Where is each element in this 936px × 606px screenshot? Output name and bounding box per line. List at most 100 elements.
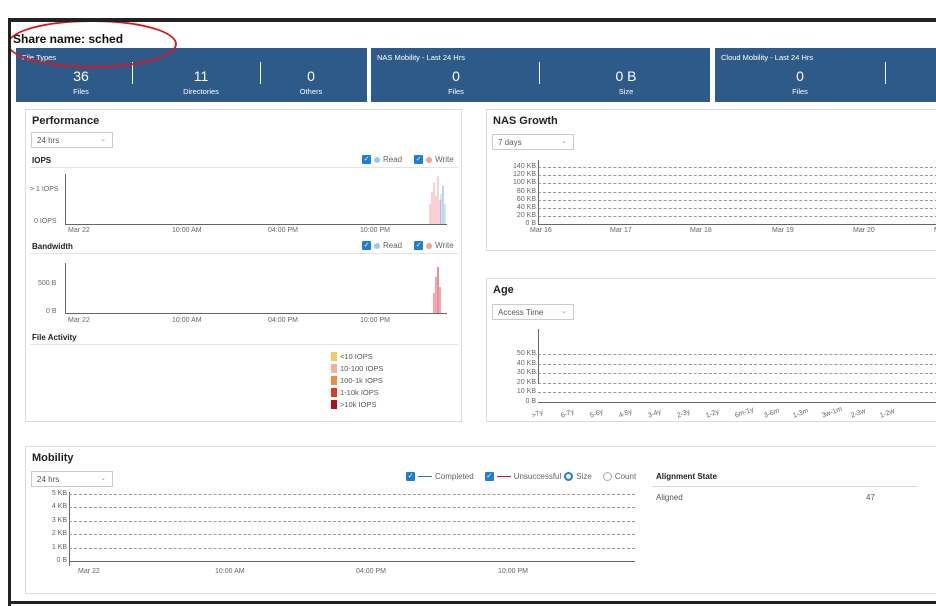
write-checkbox[interactable]: ✓ [414, 241, 424, 250]
mobility-range-dropdown[interactable]: 24 hrs ⌄ [31, 471, 113, 487]
write-label: Write [435, 241, 454, 250]
read-checkbox[interactable]: ✓ [362, 241, 371, 250]
file-activity-title: File Activity [32, 333, 77, 342]
performance-range-value: 24 hrs [37, 136, 60, 145]
mobility-title: Mobility [32, 452, 74, 464]
legend-swatch [331, 387, 337, 397]
y-axis-label: 3 KB [51, 516, 67, 524]
iops-y-label-top: > 1 IOPS [30, 186, 59, 193]
y-axis-label: 50 KB [516, 350, 536, 357]
cloud-mobility-files: 0 Files [755, 68, 845, 96]
performance-range-dropdown[interactable]: 24 hrs ⌄ [31, 132, 113, 148]
y-axis-label: 20 KB [516, 212, 536, 220]
y-axis-label: 80 KB [516, 187, 536, 195]
bandwidth-y-axis [65, 263, 66, 314]
cloud-files-count: 0 [796, 68, 804, 84]
iops-title: IOPS [32, 156, 52, 165]
nas-files-count: 0 [452, 68, 460, 84]
write-label: Write [435, 155, 454, 164]
gridline [538, 216, 936, 218]
y-axis-label: 40 KB [516, 204, 536, 211]
gridline [69, 507, 635, 509]
age-card: Age Access Time ⌄ 50 KB 40 KB 30 KB 20 KB 10… [486, 278, 936, 422]
iops-x-label-4: 10:00 PM [360, 227, 390, 234]
chevron-down-icon: ⌄ [561, 308, 567, 315]
age-x-label: 5-6y [589, 408, 605, 420]
growth-x-label: Mar 19 [772, 227, 794, 234]
unsuccessful-checkbox[interactable]: ✓ [484, 472, 494, 481]
gridline [538, 208, 936, 209]
chevron-down-icon: ⌄ [100, 136, 106, 143]
size-label: Size [576, 472, 592, 481]
mobility-x-label: 04:00 PM [356, 568, 386, 575]
unsuccessful-line-icon [496, 476, 511, 477]
age-x-label: 2-3y [676, 408, 692, 420]
growth-x-label: Mar 20 [853, 227, 875, 234]
cloud-mobility-panel: Cloud Mobility - Last 24 Hrs 0 Files [715, 48, 936, 102]
gridline [538, 382, 936, 384]
chevron-down-icon: ⌄ [100, 475, 106, 482]
legend-label: 10-100 IOPS [340, 363, 384, 373]
write-checkbox[interactable]: ✓ [414, 155, 424, 164]
age-title: Age [493, 284, 514, 296]
bandwidth-x-label-1: Mar 22 [68, 317, 90, 324]
bandwidth-y-label-top: 500 B [38, 280, 57, 287]
age-x-label: 1-2y [705, 408, 721, 420]
bandwidth-x-label-4: 10:00 PM [360, 317, 390, 324]
read-dot-icon [374, 242, 380, 249]
y-axis-label: 100 KB [513, 179, 536, 187]
nas-growth-range-dropdown[interactable]: 7 days ⌄ [492, 134, 574, 150]
iops-y-label-zero: 0 IOPS [34, 218, 57, 225]
legend-item: 10-100 IOPS [331, 362, 383, 374]
gridline [538, 224, 936, 226]
y-axis-label: 10 KB [516, 388, 536, 396]
files-label: Files [73, 87, 89, 96]
y-axis-label: 140 KB [513, 163, 536, 170]
iops-x-label-1: Mar 22 [68, 227, 90, 234]
age-y-axis [538, 329, 539, 384]
legend-label: 100-1k IOPS [340, 375, 383, 385]
nas-mobility-files: 0 Files [411, 68, 501, 96]
mobility-card: Mobility 24 hrs ⌄ ✓ Completed ✓ Unsucces… [25, 446, 936, 594]
mobility-legend: ✓ Completed ✓ Unsuccessful Size Count [406, 472, 636, 481]
iops-write-spikes [429, 176, 441, 224]
count-label: Count [614, 472, 637, 481]
y-axis-label: 0 B [525, 398, 536, 405]
iops-y-axis [65, 174, 66, 225]
divider [132, 62, 133, 84]
others-label: Others [299, 87, 323, 96]
read-label: Read [383, 241, 403, 250]
completed-label: Completed [435, 472, 474, 481]
alignment-separator [652, 486, 918, 487]
cloud-mobility-title: Cloud Mobility - Last 24 Hrs [721, 53, 814, 62]
alignment-state-title: Alignment State [656, 472, 717, 481]
completed-checkbox[interactable]: ✓ [406, 472, 415, 481]
files-count: 36 [73, 68, 89, 84]
gridline [538, 183, 936, 185]
divider [260, 62, 261, 84]
file-activity-separator [30, 344, 458, 345]
age-mode-dropdown[interactable]: Access Time ⌄ [492, 304, 574, 320]
gridline [538, 167, 936, 168]
window-bottom-border [8, 601, 936, 604]
legend-swatch [331, 375, 337, 385]
size-radio[interactable] [564, 472, 574, 481]
y-axis-label: 0 B [525, 220, 536, 228]
read-label: Read [383, 155, 403, 164]
legend-item: >10k IOPS [331, 398, 383, 410]
nas-size-label: Size [618, 87, 634, 96]
bandwidth-title: Bandwidth [32, 242, 73, 251]
divider [539, 62, 540, 84]
read-checkbox[interactable]: ✓ [362, 155, 371, 164]
bandwidth-x-label-2: 10:00 AM [172, 317, 202, 324]
age-x-label: 1-2w [879, 407, 896, 420]
bandwidth-x-axis [65, 313, 447, 314]
count-radio[interactable] [602, 472, 612, 481]
bandwidth-spikes [433, 267, 441, 313]
iops-read-spikes [440, 186, 446, 224]
directories-label: Directories [183, 87, 219, 96]
age-x-label: 4-5y [618, 408, 634, 420]
age-x-label: 3w-1m [821, 405, 844, 420]
y-axis-label: 40 KB [516, 359, 536, 367]
gridline [538, 199, 936, 201]
